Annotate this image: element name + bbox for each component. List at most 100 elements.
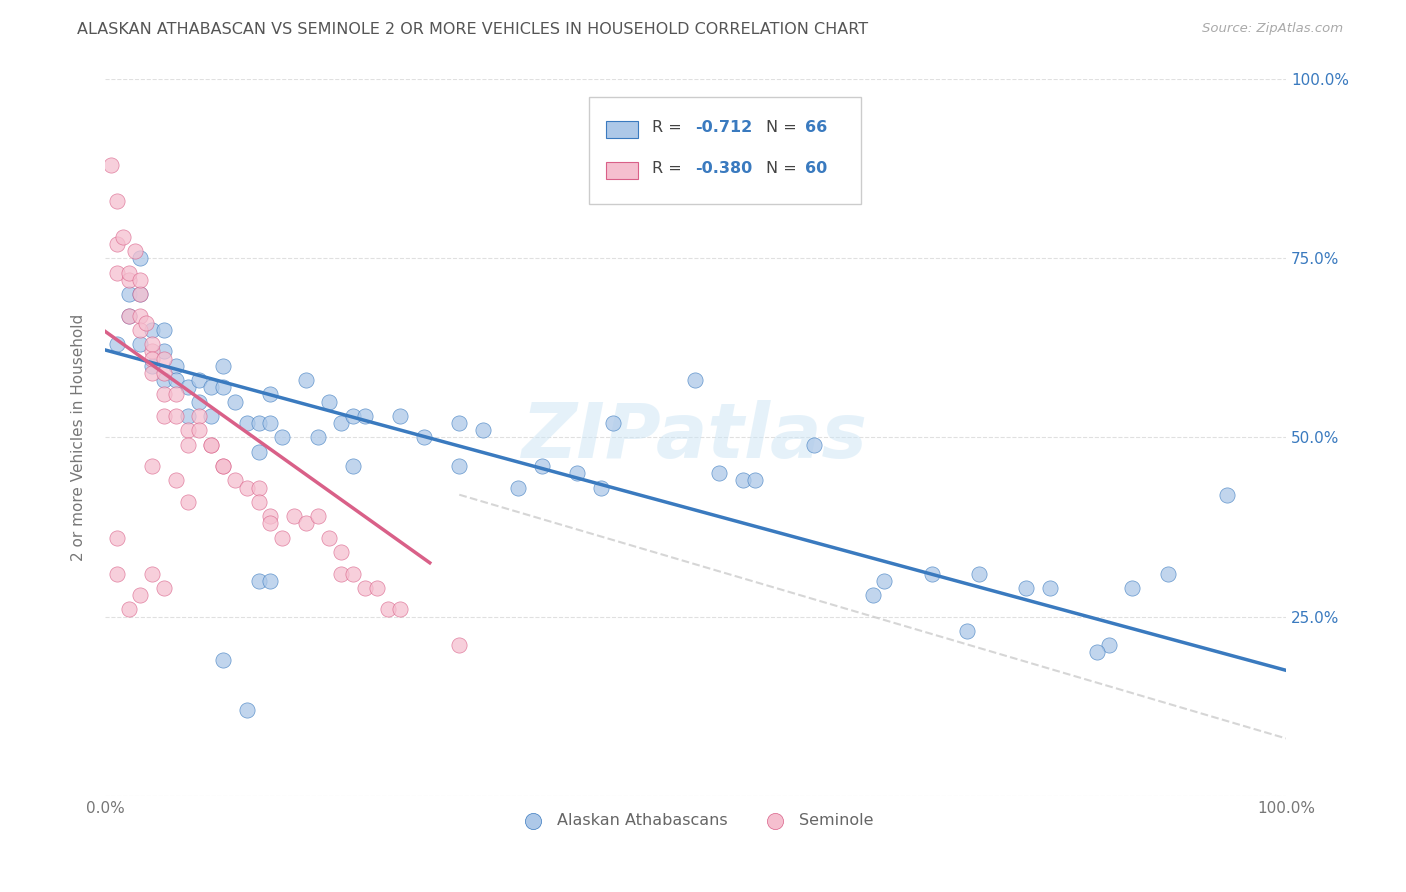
Point — [117, 273, 139, 287]
Point — [389, 409, 412, 423]
Point — [259, 516, 281, 531]
Point — [165, 373, 187, 387]
Point — [235, 481, 257, 495]
Point — [153, 581, 176, 595]
Point — [129, 287, 152, 301]
Point — [124, 244, 146, 258]
Point — [200, 409, 222, 423]
Point — [129, 309, 152, 323]
Point — [176, 409, 198, 423]
Point — [567, 466, 589, 480]
Point — [449, 458, 471, 473]
FancyBboxPatch shape — [606, 121, 637, 137]
Point — [117, 309, 139, 323]
Point — [873, 574, 896, 588]
Point — [294, 516, 316, 531]
Y-axis label: 2 or more Vehicles in Household: 2 or more Vehicles in Household — [72, 314, 86, 561]
Point — [105, 531, 128, 545]
Point — [165, 474, 187, 488]
Point — [141, 323, 163, 337]
Point — [153, 373, 176, 387]
Point — [1121, 581, 1143, 595]
Text: N =: N = — [766, 120, 803, 136]
Text: R =: R = — [652, 120, 686, 136]
Point — [111, 229, 134, 244]
Point — [235, 416, 257, 430]
Point — [141, 458, 163, 473]
Point — [1098, 638, 1121, 652]
Point — [212, 359, 235, 373]
FancyBboxPatch shape — [606, 162, 637, 178]
Point — [377, 602, 399, 616]
Point — [224, 474, 246, 488]
Text: N =: N = — [766, 161, 803, 176]
Point — [318, 394, 340, 409]
Point — [105, 337, 128, 351]
Point — [129, 588, 152, 602]
Point — [744, 474, 766, 488]
Point — [271, 430, 294, 444]
Point — [188, 423, 211, 437]
Point — [247, 444, 270, 458]
Point — [307, 509, 329, 524]
Point — [1085, 645, 1108, 659]
Point — [707, 466, 730, 480]
Point — [1216, 488, 1239, 502]
Point — [141, 337, 163, 351]
Point — [165, 409, 187, 423]
Point — [153, 351, 176, 366]
Point — [176, 380, 198, 394]
Point — [117, 265, 139, 279]
Point — [921, 566, 943, 581]
Point — [366, 581, 388, 595]
Point — [330, 416, 353, 430]
Text: ALASKAN ATHABASCAN VS SEMINOLE 2 OR MORE VEHICLES IN HOUSEHOLD CORRELATION CHART: ALASKAN ATHABASCAN VS SEMINOLE 2 OR MORE… — [77, 22, 869, 37]
Point — [1015, 581, 1038, 595]
Point — [389, 602, 412, 616]
Point — [141, 344, 163, 359]
Point — [105, 236, 128, 251]
Point — [135, 316, 157, 330]
Point — [212, 380, 235, 394]
Point — [330, 566, 353, 581]
Point — [602, 416, 624, 430]
Point — [200, 437, 222, 451]
Point — [188, 409, 211, 423]
FancyBboxPatch shape — [589, 97, 860, 204]
Point — [342, 566, 364, 581]
Point — [188, 373, 211, 387]
Point — [165, 359, 187, 373]
Point — [153, 387, 176, 401]
Point — [259, 387, 281, 401]
Point — [247, 574, 270, 588]
Point — [200, 380, 222, 394]
Point — [129, 337, 152, 351]
Point — [129, 287, 152, 301]
Point — [129, 273, 152, 287]
Point — [1157, 566, 1180, 581]
Point — [100, 158, 122, 172]
Point — [129, 251, 152, 265]
Point — [153, 409, 176, 423]
Point — [342, 458, 364, 473]
Point — [259, 416, 281, 430]
Point — [176, 437, 198, 451]
Point — [259, 509, 281, 524]
Point — [105, 194, 128, 208]
Point — [165, 387, 187, 401]
Point — [141, 359, 163, 373]
Text: 60: 60 — [806, 161, 828, 176]
Point — [235, 703, 257, 717]
Text: -0.380: -0.380 — [696, 161, 752, 176]
Point — [247, 416, 270, 430]
Point — [141, 366, 163, 380]
Point — [731, 474, 754, 488]
Point — [188, 394, 211, 409]
Point — [803, 437, 825, 451]
Point — [353, 409, 375, 423]
Point — [530, 458, 553, 473]
Point — [449, 638, 471, 652]
Point — [589, 481, 612, 495]
Point — [105, 566, 128, 581]
Point — [176, 495, 198, 509]
